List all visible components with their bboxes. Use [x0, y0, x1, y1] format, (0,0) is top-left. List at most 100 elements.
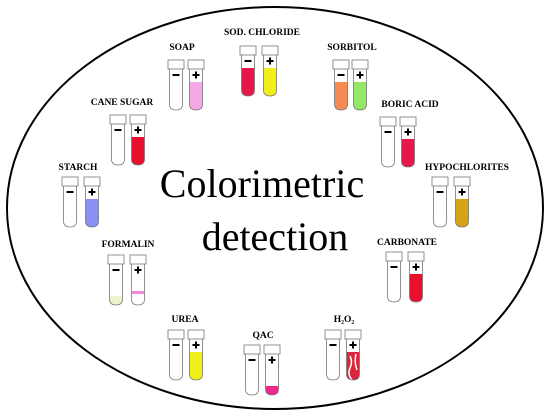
- tube-cap: [263, 344, 281, 355]
- tube-liquid: [455, 199, 469, 227]
- tube-liquid: [409, 274, 423, 302]
- tube-body: [131, 264, 145, 306]
- item-label: SOD. CHLORIDE: [224, 28, 300, 38]
- tube-body: [189, 69, 203, 111]
- tube-cap: [407, 251, 425, 262]
- tube-liquid: [245, 367, 259, 395]
- test-item: STARCH: [59, 163, 101, 228]
- item-label: UREA: [172, 315, 199, 325]
- tube-liquid: [169, 82, 183, 110]
- tube-cap: [167, 59, 185, 70]
- tube-cap: [243, 344, 261, 355]
- tube-liquid: [189, 82, 203, 110]
- tube-cap: [344, 329, 362, 340]
- tube-body: [353, 69, 367, 111]
- tube-liquid: [263, 68, 277, 96]
- tube-liquid: [241, 68, 255, 96]
- item-label: H₂O₂: [334, 315, 355, 325]
- tube-cap: [129, 114, 147, 125]
- item-label: SOAP: [169, 43, 195, 53]
- tube-mottle: [348, 353, 358, 381]
- tube-body: [245, 354, 259, 396]
- tube-body: [63, 186, 77, 228]
- test-item: UREA: [167, 315, 205, 381]
- ellipse-border: [6, 6, 544, 410]
- tube-body: [401, 126, 415, 168]
- tube-liquid: [85, 199, 99, 227]
- test-item: H₂O₂: [324, 315, 362, 381]
- item-label: FORMALIN: [102, 240, 155, 250]
- tube-liquid: [326, 352, 340, 380]
- test-item: CANE SUGAR: [91, 98, 154, 166]
- tube-body: [334, 69, 348, 111]
- test-item: SOD. CHLORIDE: [224, 28, 300, 97]
- tube-liquid: [63, 199, 77, 227]
- tube-body: [265, 354, 279, 396]
- tube-liquid: [433, 199, 447, 227]
- tube-liquid: [131, 137, 145, 165]
- test-item: CARBONATE: [377, 238, 437, 303]
- tube-body: [409, 261, 423, 303]
- tube-body: [455, 186, 469, 228]
- tube-liquid: [353, 82, 367, 110]
- tube-body: [111, 124, 125, 166]
- tube-liquid: [109, 296, 123, 305]
- test-item: SORBITOL: [327, 43, 377, 111]
- item-label: QAC: [252, 331, 273, 341]
- tube-body: [381, 126, 395, 168]
- item-label: SORBITOL: [327, 43, 376, 53]
- item-label: HYPOCHLORITES: [425, 163, 509, 173]
- tube-cap: [129, 254, 147, 265]
- tube-body: [346, 339, 360, 381]
- tube-body: [169, 69, 183, 111]
- test-item: FORMALIN: [102, 240, 155, 306]
- tube-cap: [351, 59, 369, 70]
- tube-body: [109, 264, 123, 306]
- tube-liquid: [111, 137, 125, 165]
- tube-band: [132, 291, 144, 294]
- item-label: CANE SUGAR: [91, 98, 154, 108]
- tube-cap: [431, 176, 449, 187]
- tube-cap: [332, 59, 350, 70]
- test-item: QAC: [243, 331, 281, 396]
- tube-cap: [385, 251, 403, 262]
- tube-body: [433, 186, 447, 228]
- tube-liquid: [334, 82, 348, 110]
- tube-cap: [61, 176, 79, 187]
- item-label: STARCH: [59, 163, 98, 173]
- tube-body: [263, 55, 277, 97]
- tube-body: [169, 339, 183, 381]
- tube-body: [131, 124, 145, 166]
- tube-liquid: [189, 352, 203, 380]
- tube-liquid: [169, 352, 183, 380]
- tube-cap: [453, 176, 471, 187]
- tube-cap: [109, 114, 127, 125]
- tube-cap: [324, 329, 342, 340]
- tube-liquid: [401, 139, 415, 167]
- test-item: HYPOCHLORITES: [425, 163, 509, 228]
- tube-body: [85, 186, 99, 228]
- test-item: BORIC ACID: [379, 100, 439, 168]
- tube-cap: [83, 176, 101, 187]
- tube-cap: [399, 116, 417, 127]
- test-item: SOAP: [167, 43, 205, 111]
- tube-body: [189, 339, 203, 381]
- tube-body: [326, 339, 340, 381]
- tube-cap: [261, 45, 279, 56]
- tube-liquid: [387, 274, 401, 302]
- tube-cap: [239, 45, 257, 56]
- tube-liquid: [265, 386, 279, 395]
- title-line: detection: [202, 214, 349, 259]
- tube-cap: [167, 329, 185, 340]
- title-line: Colorimetric: [160, 161, 364, 206]
- tube-cap: [379, 116, 397, 127]
- tube-liquid: [381, 139, 395, 167]
- tube-cap: [187, 329, 205, 340]
- tube-cap: [187, 59, 205, 70]
- tube-cap: [107, 254, 125, 265]
- tube-liquid: [346, 352, 360, 380]
- tube-body: [387, 261, 401, 303]
- item-label: CARBONATE: [377, 238, 437, 248]
